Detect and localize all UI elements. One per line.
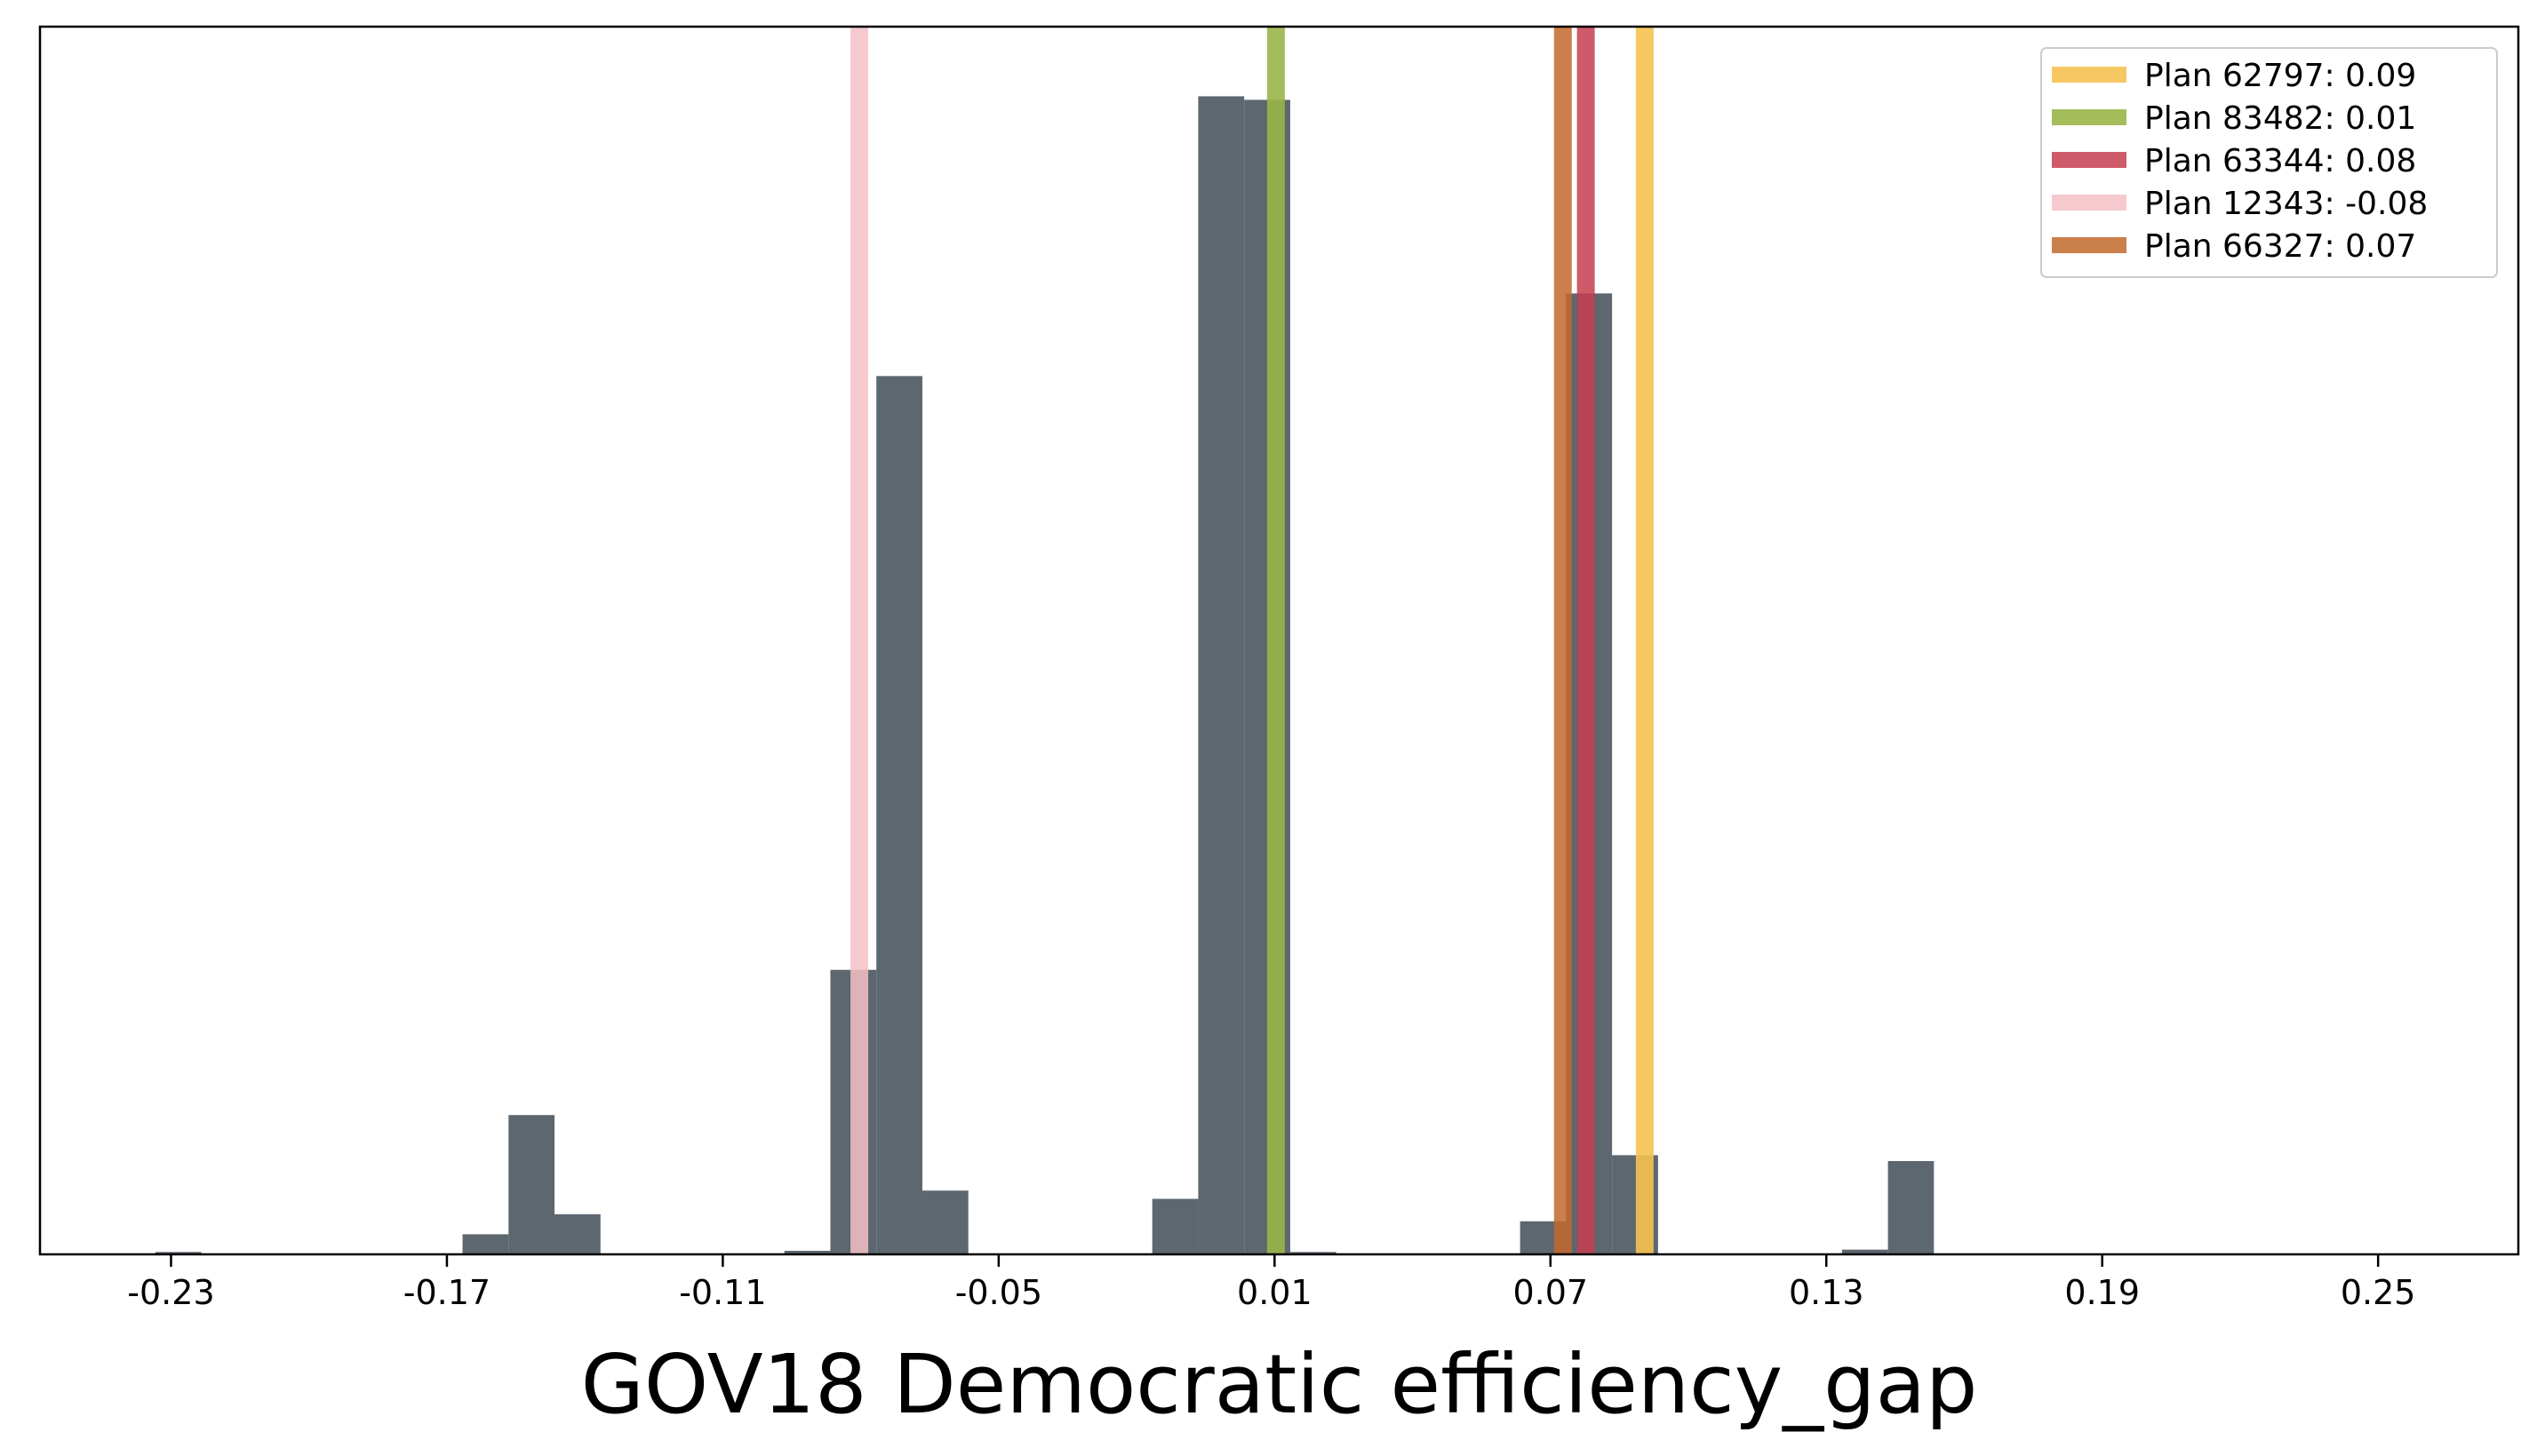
x-tick-label-0: -0.23 [127,1273,214,1312]
x-tick-label-6: 0.13 [1789,1273,1864,1312]
histogram-bar-1 [462,1234,509,1254]
histogram-bar-7 [921,1190,969,1254]
x-tick-label-4: 0.01 [1237,1273,1312,1312]
legend-label-4: Plan 66327: 0.07 [2144,228,2416,265]
plot-frame [38,25,2520,1256]
plan-lines [850,27,1654,1254]
x-axis-ticks: -0.23 -0.17 -0.11 -0.05 0.01 0.07 0.13 0.19 0.25 [127,1254,2415,1312]
x-axis-label: GOV18 Democratic efficiency_gap [581,1337,1978,1432]
histogram-bar-11 [1289,1252,1336,1254]
histogram-bar-3 [554,1213,601,1254]
histogram-bar-15 [1841,1249,1888,1254]
histogram-bar-8 [1152,1198,1199,1254]
x-tick-label-7: 0.19 [2064,1273,2140,1312]
legend-label-3: Plan 12343: -0.08 [2144,186,2428,222]
legend-label-1: Plan 83482: 0.01 [2144,100,2416,137]
x-tick-label-2: -0.11 [679,1273,766,1312]
legend-label-2: Plan 63344: 0.08 [2144,143,2416,179]
histogram-bar-6 [876,376,922,1254]
x-tick-label-5: 0.07 [1512,1273,1588,1312]
histogram-bars [155,96,1935,1255]
x-tick-label-3: -0.05 [955,1273,1042,1312]
legend: Plan 62797: 0.09 Plan 83482: 0.01 Plan 633… [2040,47,2498,278]
histogram-bar-9 [1198,96,1245,1254]
histogram-bar-2 [508,1115,555,1254]
legend-label-0: Plan 62797: 0.09 [2144,58,2416,94]
x-tick-label-8: 0.25 [2341,1273,2416,1312]
x-tick-label-1: -0.17 [403,1273,491,1312]
legend-box [2040,47,2498,278]
histogram-bar-4 [784,1251,831,1254]
histogram-bar-16 [1887,1161,1935,1254]
histogram-bar-0 [155,1252,202,1254]
